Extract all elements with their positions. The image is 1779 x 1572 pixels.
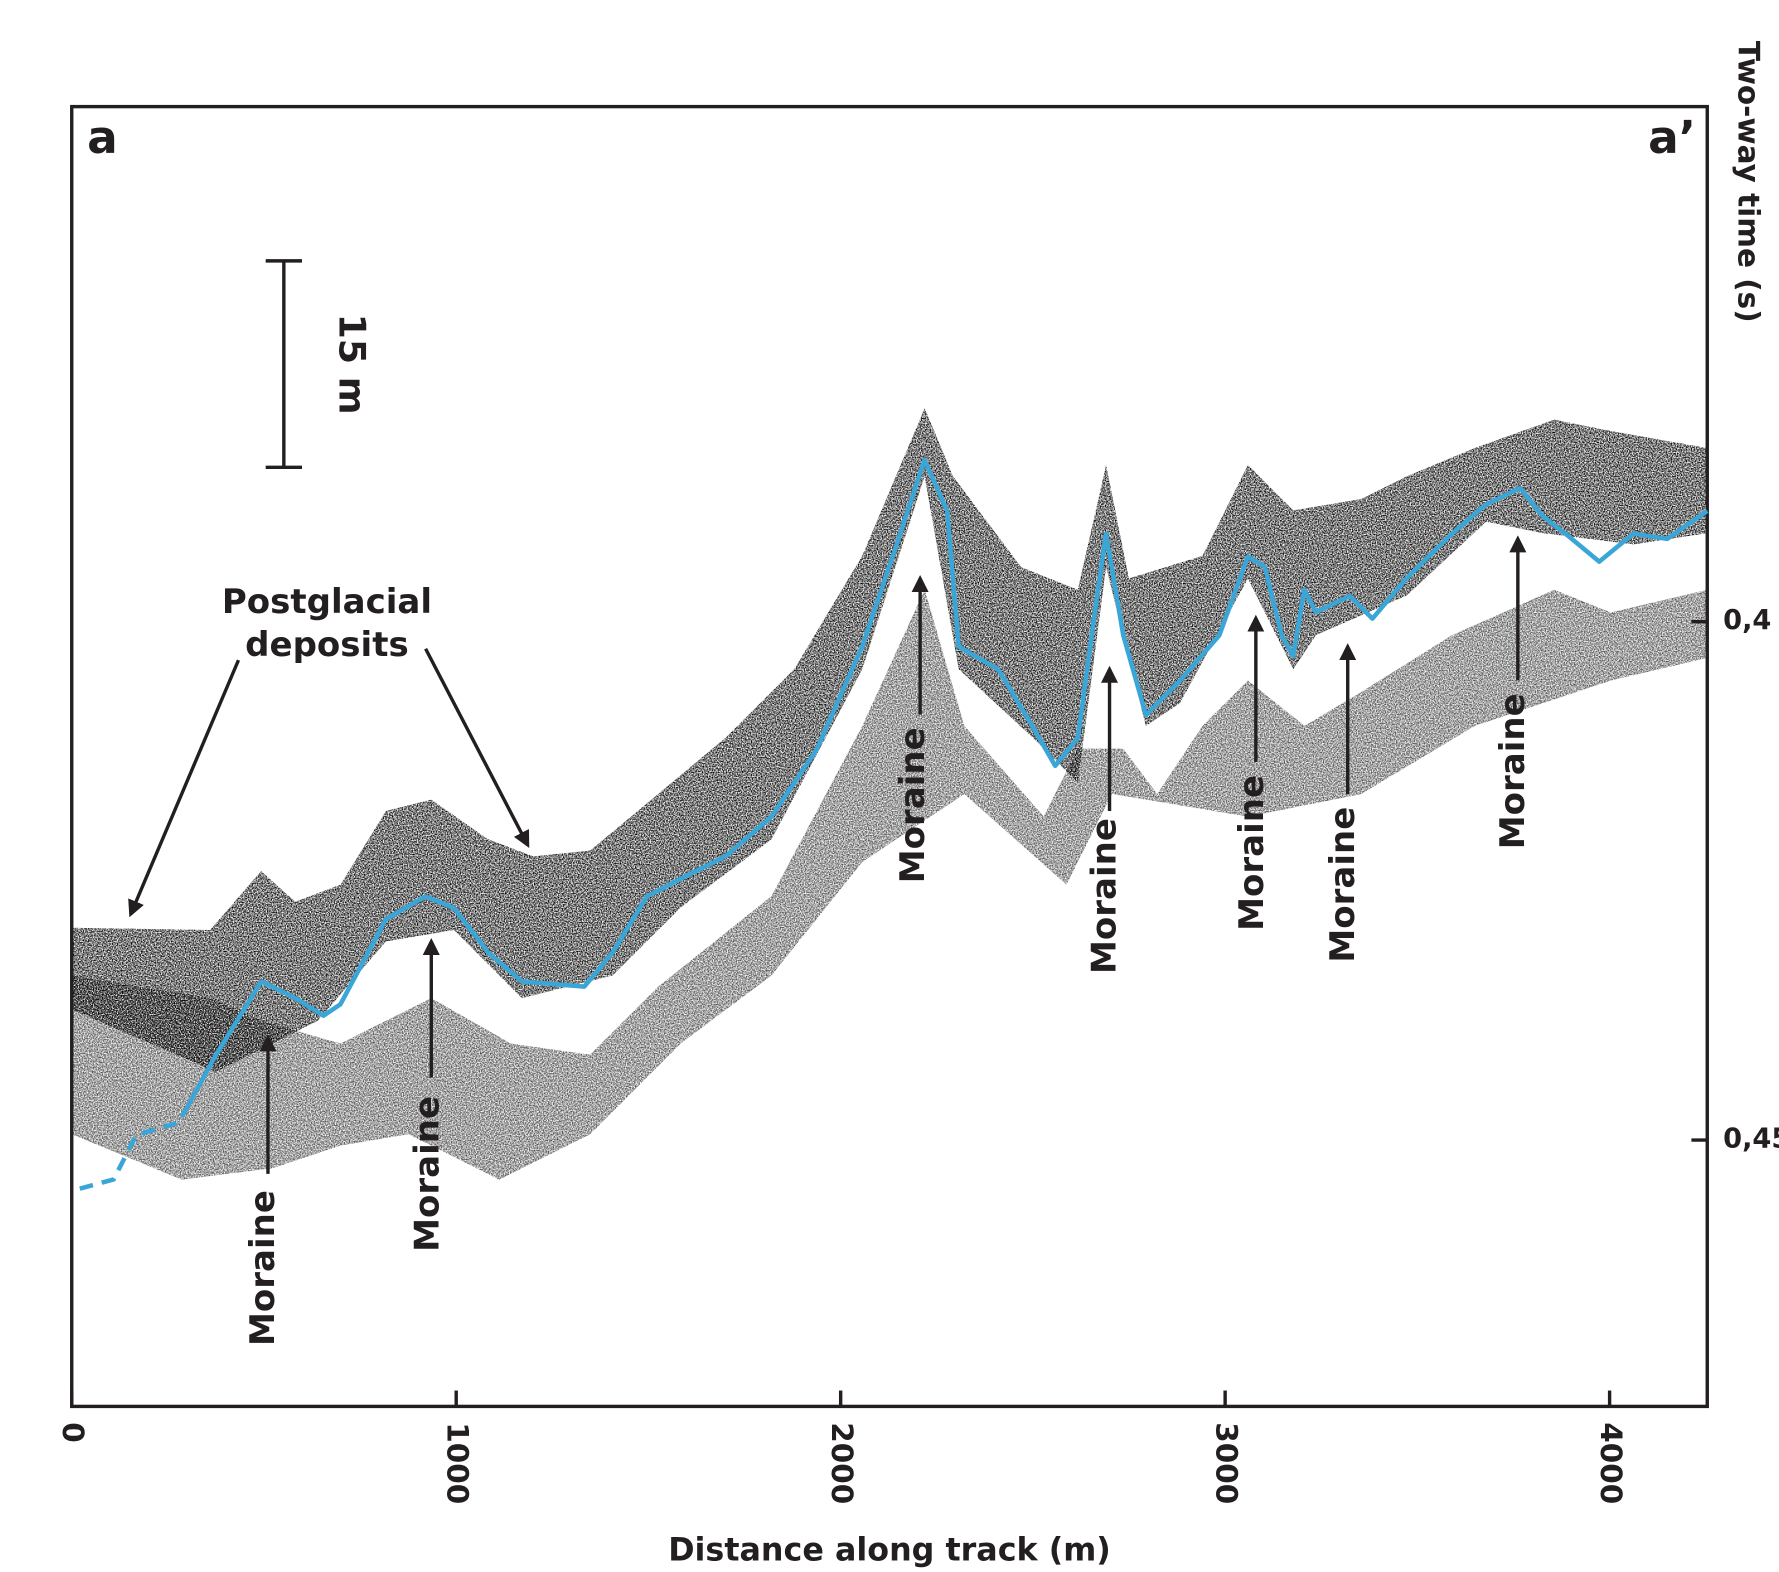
annotation: Moraine (1085, 818, 1125, 974)
annotation: Moraine (1232, 775, 1272, 931)
annotation: Moraine (1323, 807, 1363, 963)
annotation: Moraine (243, 1190, 283, 1346)
x-tick-label: 0 (56, 1422, 90, 1443)
annotation: deposits (245, 625, 409, 665)
y-tick-label: 0,4 (1723, 605, 1771, 636)
annotation: Postglacial (222, 582, 432, 622)
x-tick-label: 2000 (825, 1422, 859, 1504)
x-axis-title: Distance along track (m) (668, 1533, 1111, 1569)
x-tick-label: 3000 (1210, 1422, 1244, 1504)
x-tick-label: 4000 (1594, 1422, 1628, 1504)
annotation: 15 m (331, 314, 374, 415)
page: {"chart_data": { "type": "line", "xlabel… (0, 0, 1779, 1572)
scale-bar (266, 261, 302, 467)
annotation: a (87, 111, 118, 164)
chart: Distance along track (m) Two-way time (s… (0, 0, 1779, 1572)
annotation: Moraine (1493, 693, 1533, 849)
x-tick-label: 1000 (441, 1422, 475, 1504)
y-tick-label: 0,45 (1723, 1124, 1779, 1155)
annotation: a’ (1648, 111, 1696, 164)
y-axis-title: Two-way time (s) (1731, 41, 1765, 323)
annotation: Moraine (408, 1096, 448, 1252)
annotation: Moraine (893, 727, 933, 883)
